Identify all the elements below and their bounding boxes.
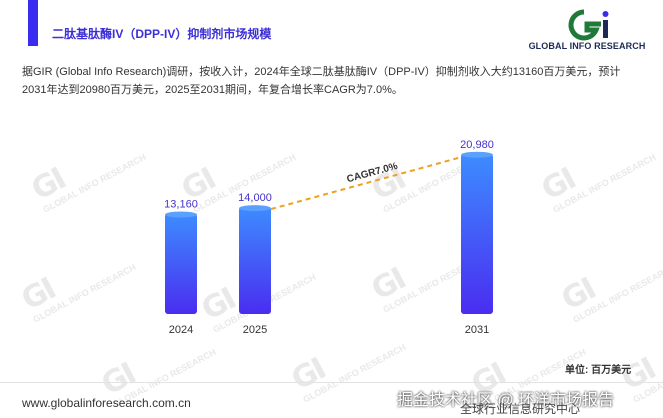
bar-2031 [461, 153, 493, 314]
bar-cap-2031 [461, 151, 493, 158]
logo: GLOBAL INFO RESEARCH [522, 8, 652, 56]
footer-divider [0, 382, 663, 383]
bar-cap-2024 [165, 211, 197, 218]
cagr-annotation: CAGR7.0% [346, 161, 399, 185]
cagr-trend-line [270, 156, 460, 211]
page-title: 二肽基肽酶IV（DPP-IV）抑制剂市场规模 [52, 27, 272, 41]
logo-text: GLOBAL INFO RESEARCH [528, 41, 646, 51]
footer-url-link[interactable]: www.globalinforesearch.com.cn [22, 396, 191, 410]
footer-overlay-text: 掘金技术社区 @ 环洋市场报告 [397, 392, 615, 409]
data-label-2031: 20,980 [460, 139, 494, 151]
footer-overlay-text-2: 全球行业信息研究中心 [460, 402, 581, 416]
data-label-2024: 13,160 [164, 199, 198, 211]
header-accent-bar [28, 0, 38, 46]
bar-cap-2025 [239, 205, 271, 212]
x-tick-2024: 2024 [169, 324, 193, 336]
bar-2025 [239, 207, 271, 314]
logo-mark-icon [568, 9, 609, 41]
data-label-2025: 14,000 [238, 192, 272, 204]
description-text: 据GIR (Global Info Research)调研，按收入计，2024年… [22, 66, 621, 96]
bar-2024 [165, 213, 197, 314]
x-tick-2031: 2031 [465, 324, 489, 336]
unit-label: 单位: 百万美元 [565, 365, 632, 376]
x-tick-2025: 2025 [243, 324, 267, 336]
